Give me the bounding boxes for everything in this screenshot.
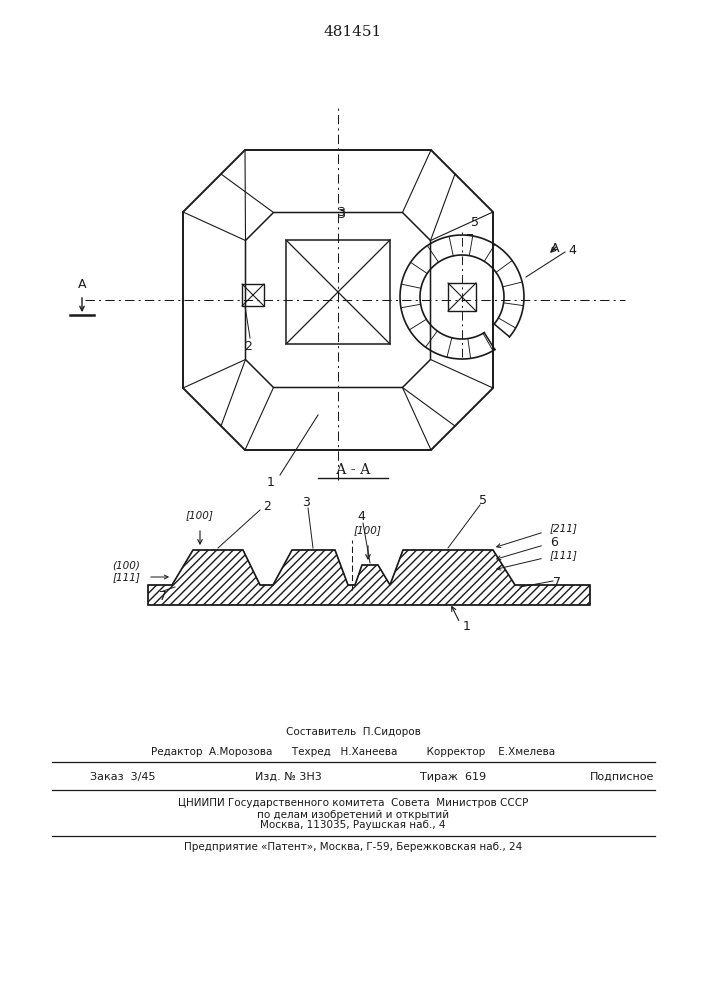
Text: по делам изобретений и открытий: по делам изобретений и открытий	[257, 810, 449, 820]
Text: [111]: [111]	[112, 572, 140, 582]
Text: А: А	[551, 241, 559, 254]
Text: 1: 1	[463, 620, 471, 634]
Text: А - А: А - А	[336, 463, 370, 477]
Text: 7: 7	[553, 576, 561, 589]
Text: 7: 7	[159, 590, 167, 603]
Text: Москва, 113035, Раушская наб., 4: Москва, 113035, Раушская наб., 4	[260, 820, 445, 830]
Text: ЦНИИПИ Государственного комитета  Совета  Министров СССР: ЦНИИПИ Государственного комитета Совета …	[178, 798, 528, 808]
Text: [100]: [100]	[186, 510, 214, 520]
Text: Заказ  3/45: Заказ 3/45	[90, 772, 156, 782]
Text: 2: 2	[263, 499, 271, 512]
Text: 4: 4	[357, 510, 365, 524]
Text: Составитель  П.Сидоров: Составитель П.Сидоров	[286, 727, 421, 737]
Bar	[448, 283, 476, 311]
Text: 1: 1	[267, 476, 275, 488]
Text: Предприятие «Патент», Москва, Г-59, Бережковская наб., 24: Предприятие «Патент», Москва, Г-59, Бере…	[184, 842, 522, 852]
Text: Редактор  А.Морозова      Техред   Н.Ханеева         Корректор    Е.Хмелева: Редактор А.Морозова Техред Н.Ханеева Кор…	[151, 747, 555, 757]
Text: [100]: [100]	[354, 525, 382, 535]
Text: 6: 6	[550, 536, 558, 548]
Text: [211]: [211]	[550, 523, 578, 533]
Text: 3: 3	[337, 208, 345, 221]
Text: 5: 5	[479, 493, 487, 506]
Text: (100): (100)	[112, 560, 140, 570]
Text: Подписное: Подписное	[590, 772, 655, 782]
Text: Тираж  619: Тираж 619	[420, 772, 486, 782]
Text: Изд. № 3Н3: Изд. № 3Н3	[255, 772, 322, 782]
Bar	[242, 284, 264, 306]
Bar	[286, 240, 390, 344]
Text: 481451: 481451	[324, 25, 382, 39]
Polygon shape	[148, 550, 590, 605]
Text: 2: 2	[244, 340, 252, 354]
Text: [111]: [111]	[550, 550, 578, 560]
Text: 3: 3	[337, 206, 345, 219]
Text: 4: 4	[568, 243, 576, 256]
Text: А: А	[78, 277, 86, 290]
Text: 5: 5	[471, 217, 479, 230]
Text: 3: 3	[302, 495, 310, 508]
